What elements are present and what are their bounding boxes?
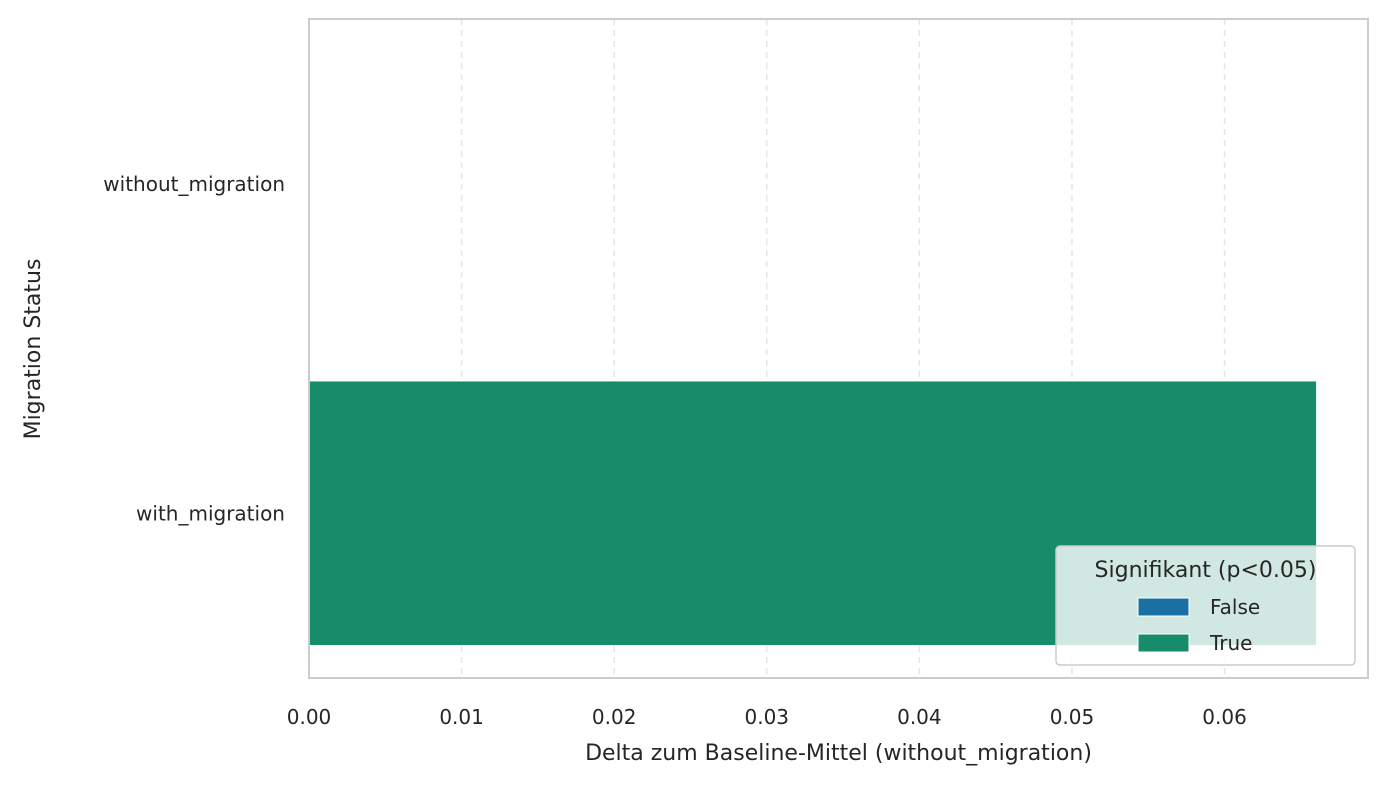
legend: Signifikant (p<0.05) False True [1055, 545, 1356, 666]
x-tick-labels: 0.00 0.01 0.02 0.03 0.04 0.05 0.06 [287, 705, 1247, 729]
legend-box [1055, 545, 1356, 666]
x-tick-label: 0.02 [592, 705, 637, 729]
x-tick-label: 0.01 [439, 705, 484, 729]
x-tick-label: 0.05 [1050, 705, 1095, 729]
x-tick-label: 0.06 [1202, 705, 1247, 729]
x-tick-label: 0.00 [287, 705, 332, 729]
legend-label-true: True [1209, 631, 1252, 655]
y-tick-label: with_migration [136, 501, 285, 525]
y-tick-labels: without_migration with_migration [103, 172, 285, 526]
y-axis-title: Migration Status [21, 259, 46, 440]
x-axis-title: Delta zum Baseline-Mittel (without_migra… [585, 741, 1092, 766]
y-tick-label: without_migration [103, 172, 285, 196]
legend-swatch-true [1137, 633, 1190, 653]
legend-swatch-false [1137, 597, 1190, 617]
x-tick-label: 0.03 [745, 705, 790, 729]
x-tick-label: 0.04 [897, 705, 942, 729]
legend-label-false: False [1210, 595, 1260, 619]
plot-frame [308, 18, 1369, 679]
legend-title: Signifikant (p<0.05) [1095, 558, 1317, 583]
